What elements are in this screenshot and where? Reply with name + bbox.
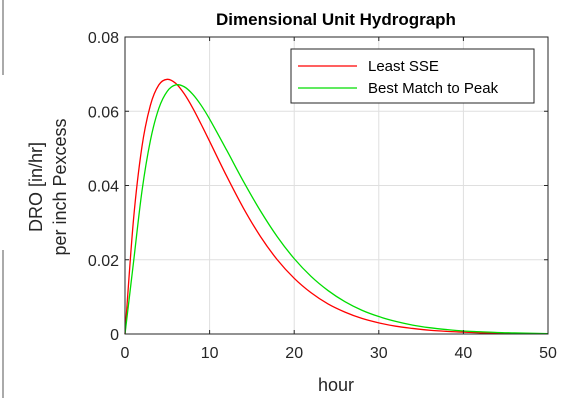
x-axis-label: hour: [318, 375, 354, 395]
legend-box: [290, 48, 535, 104]
legend: Least SSE Best Match to Peak: [290, 48, 535, 104]
legend-label-least-sse: Least SSE: [368, 58, 439, 75]
y-tick-label: 0.02: [88, 253, 119, 270]
chart-title: Dimensional Unit Hydrograph: [216, 10, 456, 29]
x-tick-label: 20: [285, 345, 303, 362]
x-tick-label: 0: [121, 345, 130, 362]
x-tick-label: 40: [455, 345, 473, 362]
y-tick-label: 0.04: [88, 179, 119, 196]
x-tick-label: 30: [370, 345, 388, 362]
legend-label-best-match: Best Match to Peak: [368, 80, 499, 97]
x-tick-label: 10: [201, 345, 219, 362]
y-tick-label: 0: [110, 327, 119, 344]
y-axis-label-line-1: DRO [in/hr]: [26, 142, 46, 232]
y-axis-label-line-2: per inch Pexcess: [50, 118, 70, 255]
y-tick-label: 0.08: [88, 30, 119, 47]
y-tick-label: 0.06: [88, 104, 119, 121]
x-tick-label: 50: [539, 345, 557, 362]
axis-ticks: 0 10 20 30 40 50 0 0.02 0.04 0.06 0.08: [88, 30, 557, 362]
